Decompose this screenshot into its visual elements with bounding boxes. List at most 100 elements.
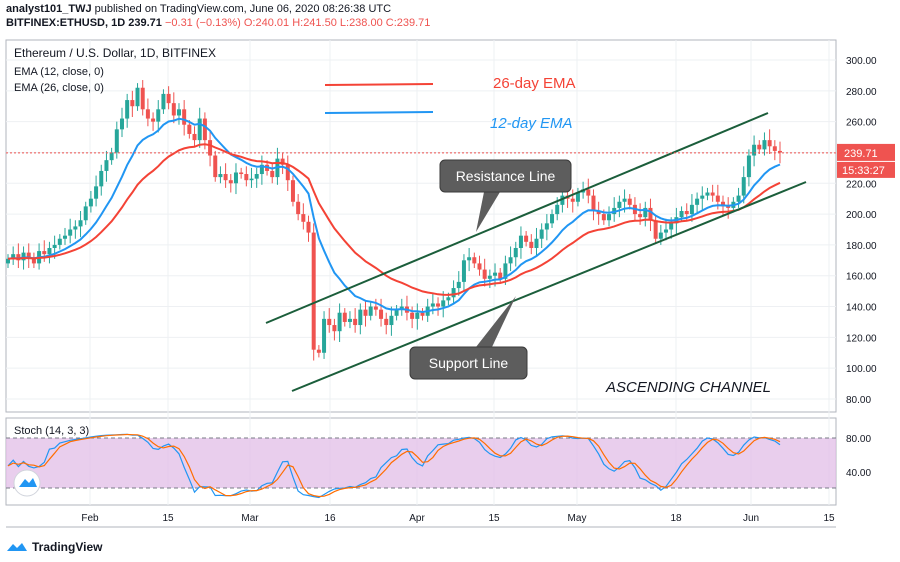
tradingview-brand-text: TradingView xyxy=(32,540,103,554)
replay-icon-glyph xyxy=(19,478,37,487)
author-name[interactable]: analyst101_TWJ xyxy=(6,3,92,15)
x-tick-label: May xyxy=(568,513,587,524)
candle-body xyxy=(472,257,477,264)
candle-body xyxy=(508,257,513,264)
candle-body xyxy=(710,192,715,196)
main-pane-border xyxy=(5,39,837,413)
candle-body xyxy=(73,226,78,230)
candle-body xyxy=(715,195,720,202)
stoch-legend: Stoch (14, 3, 3) xyxy=(14,425,89,437)
candle-body xyxy=(47,247,52,255)
candle-body xyxy=(736,195,741,202)
candle-body xyxy=(689,204,694,215)
candle-body xyxy=(109,152,114,161)
price-badge-bg xyxy=(837,143,895,161)
y-tick-label: 100.00 xyxy=(846,364,877,375)
candle-body xyxy=(555,204,560,215)
stoch-d-line xyxy=(7,433,781,498)
candle-body xyxy=(94,186,99,199)
support-callout-text: Support Line xyxy=(429,355,509,371)
candle-body xyxy=(316,349,321,353)
candle-body xyxy=(586,189,591,196)
candle-body xyxy=(290,180,295,202)
candle-body xyxy=(306,221,311,233)
candle-body xyxy=(430,303,435,307)
x-tick-label: Jun xyxy=(743,513,759,524)
x-tick-label: Apr xyxy=(409,513,425,524)
support-line xyxy=(291,181,807,392)
stoch-tick-label: 80.00 xyxy=(846,434,871,445)
candle-body xyxy=(762,140,767,150)
resistance-line xyxy=(265,112,769,324)
candle-body xyxy=(534,238,539,248)
price-badge: 239.71 xyxy=(844,148,878,160)
candle-body xyxy=(16,254,21,261)
candle-body xyxy=(591,195,596,212)
candle-body xyxy=(104,160,109,171)
candle-body xyxy=(601,214,606,221)
x-tick-label: 15 xyxy=(823,513,835,524)
candle-body xyxy=(6,258,10,264)
candle-body xyxy=(446,297,451,301)
x-tick-label: 16 xyxy=(324,513,336,524)
candle-body xyxy=(353,318,358,326)
y-tick-label: 220.00 xyxy=(846,179,877,190)
candle-body xyxy=(721,201,726,207)
ema26-line xyxy=(7,143,781,296)
candle-body xyxy=(223,174,228,181)
candle-body xyxy=(373,306,378,310)
candle-body xyxy=(197,118,202,141)
y-tick-label: 260.00 xyxy=(846,118,877,129)
support-callout-pointer xyxy=(476,296,516,347)
candle-body xyxy=(638,214,643,218)
candle-body xyxy=(249,178,254,181)
candle-body xyxy=(176,109,181,116)
candle-body xyxy=(171,103,176,116)
candles-layer xyxy=(6,80,782,361)
candle-body xyxy=(436,303,441,307)
candle-body xyxy=(679,211,684,218)
legend-ema12: EMA (12, close, 0) xyxy=(14,66,104,78)
publish-info: published on TradingView.com, June 06, 2… xyxy=(94,3,392,15)
candle-body xyxy=(332,325,337,332)
y-tick-label: 180.00 xyxy=(846,241,877,252)
candle-body xyxy=(368,306,373,316)
legend-ema26: EMA (26, close, 0) xyxy=(14,82,104,94)
candle-body xyxy=(461,260,466,282)
symbol-label: BITFINEX:ETHUSD, 1D xyxy=(6,17,126,29)
footer-brand[interactable]: TradingView xyxy=(6,540,102,554)
candle-body xyxy=(119,118,124,130)
candle-body xyxy=(114,129,119,153)
candle-body xyxy=(11,254,16,259)
candle-body xyxy=(627,198,632,205)
candle-body xyxy=(218,174,223,178)
x-tick-label: Feb xyxy=(81,513,99,524)
candle-body xyxy=(88,198,93,207)
candle-body xyxy=(42,251,47,255)
candle-body xyxy=(695,198,700,205)
candle-body xyxy=(130,100,135,107)
ema12-line xyxy=(7,117,781,314)
candle-body xyxy=(441,300,446,307)
candle-body xyxy=(498,272,503,279)
y-tick-label: 300.00 xyxy=(846,56,877,67)
candle-body xyxy=(399,306,404,310)
support-callout-box xyxy=(409,346,528,380)
candle-body xyxy=(658,232,663,239)
candle-body xyxy=(347,318,352,322)
candle-body xyxy=(161,93,166,110)
y-tick-label: 140.00 xyxy=(846,303,877,314)
candle-body xyxy=(301,214,306,222)
candle-body xyxy=(270,170,275,178)
candle-body xyxy=(239,172,244,175)
candle-body xyxy=(726,206,731,208)
candle-body xyxy=(244,174,249,181)
candle-body xyxy=(68,229,73,236)
tradingview-logo-icon xyxy=(7,543,27,551)
countdown-badge: 15:33:27 xyxy=(842,165,885,177)
candle-body xyxy=(311,232,316,350)
candle-body xyxy=(648,207,653,221)
ema26-legend-line xyxy=(324,83,434,86)
candle-body xyxy=(166,93,171,104)
